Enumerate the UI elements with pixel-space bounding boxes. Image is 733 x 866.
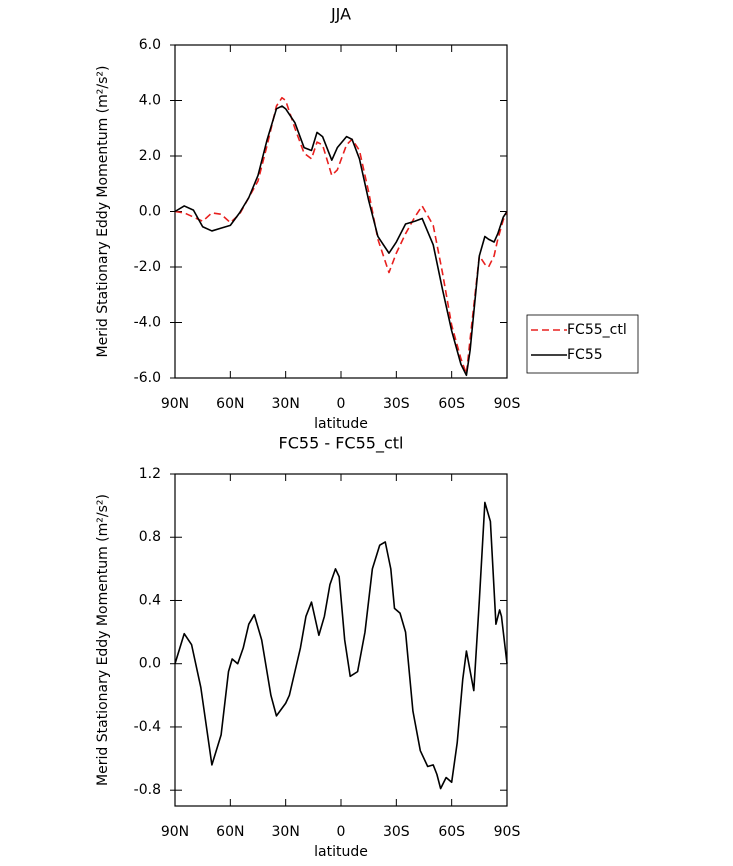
legend-label: FC55_ctl — [567, 322, 627, 338]
x-tick-label: 90N — [161, 824, 189, 840]
y-tick-label: -0.8 — [134, 782, 161, 798]
y-tick-label: 4.0 — [139, 93, 161, 109]
legend-box — [526, 314, 639, 374]
data-line — [174, 105, 508, 377]
x-tick-label: 60S — [438, 824, 465, 840]
x-tick-label: 0 — [337, 824, 346, 840]
y-tick-label: 0.0 — [139, 204, 161, 220]
x-tick-label: 30S — [383, 824, 410, 840]
x-tick-label: 90N — [161, 396, 189, 412]
x-tick-label: 60N — [216, 396, 244, 412]
x-tick-label: 0 — [337, 396, 346, 412]
x-tick-label: 30N — [272, 824, 300, 840]
y-tick-label: 0.0 — [139, 656, 161, 672]
plot-frame — [174, 473, 508, 807]
x-tick-label: 90S — [494, 396, 521, 412]
y-tick-label: -4.0 — [134, 315, 161, 331]
x-tick-label: 60S — [438, 396, 465, 412]
y-tick-label: 0.8 — [139, 529, 161, 545]
x-tick-label: 60N — [216, 824, 244, 840]
y-axis-label: Merid Stationary Eddy Momentum (m²/s²) — [95, 494, 111, 786]
plot-frame — [174, 44, 508, 379]
x-tick-label: 30S — [383, 396, 410, 412]
x-tick-label: 30N — [272, 396, 300, 412]
y-axis-label: Merid Stationary Eddy Momentum (m²/s²) — [95, 66, 111, 358]
data-line — [174, 501, 508, 790]
y-tick-label: 0.4 — [139, 592, 161, 608]
y-tick-label: -2.0 — [134, 259, 161, 275]
data-line — [174, 96, 508, 375]
y-tick-label: -0.4 — [134, 719, 161, 735]
chart-title: JJA — [330, 5, 351, 24]
chart-title: FC55 - FC55_ctl — [279, 434, 404, 454]
y-tick-label: -6.0 — [134, 370, 161, 386]
y-tick-label: 2.0 — [139, 148, 161, 164]
x-axis-label: latitude — [314, 844, 368, 860]
x-tick-label: 90S — [494, 824, 521, 840]
y-tick-label: 6.0 — [139, 37, 161, 53]
x-axis-label: latitude — [314, 416, 368, 432]
y-tick-label: 1.2 — [139, 466, 161, 482]
legend-label: FC55 — [567, 347, 603, 363]
